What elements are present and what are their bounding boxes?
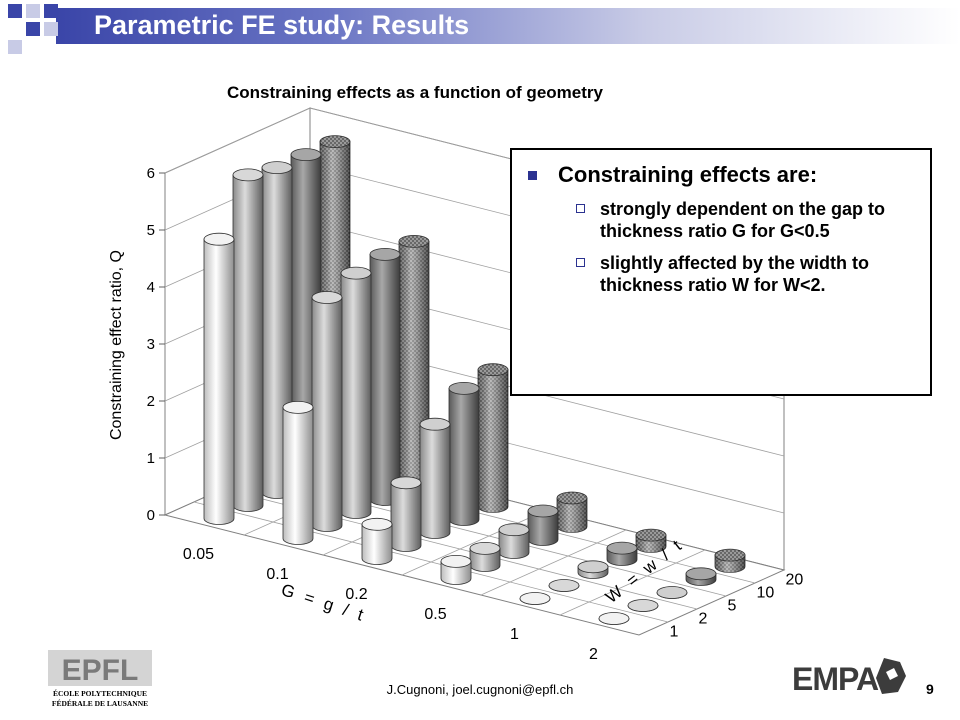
bar-cylinder — [556, 491, 588, 533]
z-tick-label: 6 — [147, 165, 155, 182]
bar-cylinder — [606, 541, 638, 566]
x-tick-label: 0.05 — [183, 546, 214, 563]
bar-cylinder — [311, 291, 343, 532]
bar-cylinder — [635, 528, 667, 553]
callout-item-text: slightly affected by the width to thickn… — [600, 253, 870, 295]
bar-cylinder — [203, 232, 235, 525]
x-tick-label: 0.1 — [266, 566, 288, 583]
square-bullet-icon — [528, 171, 537, 180]
empa-logo: EMPA — [792, 658, 906, 697]
bar-cylinder — [714, 548, 746, 573]
svg-text:FÉDÉRALE DE LAUSANNE: FÉDÉRALE DE LAUSANNE — [52, 698, 148, 708]
x-tick-label: 0.5 — [424, 606, 446, 623]
floor-gridline — [193, 501, 669, 623]
chart-bars — [203, 135, 746, 625]
floor-gridline — [559, 549, 706, 616]
footer-credit: J.Cugnoni, joel.cugnoni@epfl.ch — [386, 682, 574, 697]
decor-square — [44, 4, 58, 18]
callout-box: Constraining effects are: strongly depen… — [510, 148, 932, 396]
bar-cylinder — [448, 381, 480, 526]
floor-gridline — [480, 529, 627, 596]
x-tick-label: 0.2 — [345, 586, 367, 603]
callout-item: slightly affected by the width to thickn… — [528, 252, 916, 296]
bar-cylinder — [577, 560, 609, 579]
y-tick-label: 10 — [757, 585, 775, 602]
z-tick-label: 2 — [147, 393, 155, 410]
bar-cylinder — [390, 476, 422, 552]
bar-cylinder — [340, 266, 372, 519]
page-number: 9 — [926, 681, 934, 697]
bar-cylinder — [548, 579, 580, 592]
y-tick-label: 2 — [699, 611, 708, 628]
bar-cylinder — [519, 592, 551, 605]
callout-item: strongly dependent on the gap to thickne… — [528, 198, 916, 242]
decor-square — [8, 40, 22, 54]
bar-cylinder — [627, 599, 659, 612]
y-tick-label: 5 — [728, 598, 737, 615]
bar-cylinder — [527, 504, 559, 546]
bar-cylinder — [477, 363, 509, 513]
hollow-square-bullet-icon — [576, 258, 585, 267]
decor-square — [26, 22, 40, 36]
bar-cylinder — [469, 542, 501, 572]
bar-cylinder — [498, 523, 530, 559]
epfl-logo: EPFL ÉCOLE POLYTECHNIQUE FÉDÉRALE DE LAU… — [48, 650, 152, 708]
z-tick-label: 3 — [147, 336, 155, 353]
y-tick-label: 1 — [670, 624, 679, 641]
chart-title: Constraining effects as a function of ge… — [227, 83, 603, 102]
bar-cylinder — [369, 247, 401, 506]
bar-cylinder — [419, 417, 451, 539]
z-tick-label: 0 — [147, 507, 155, 524]
x-tick-label: 2 — [589, 646, 598, 663]
svg-text:ÉCOLE POLYTECHNIQUE: ÉCOLE POLYTECHNIQUE — [53, 688, 147, 698]
bar-cylinder — [598, 612, 630, 625]
chart-labels: 0 1 2 3 4 5 6 0.05 0.1 0.2 0.5 1 2 1 2 5 10 20 — [147, 165, 804, 663]
bar-cylinder — [232, 168, 264, 512]
z-tick-label: 5 — [147, 222, 155, 239]
bar-cylinder — [282, 400, 314, 545]
title-bar — [56, 8, 960, 44]
z-axis-label: Constraining effect ratio, Q — [108, 250, 125, 440]
x-tick-label: 1 — [510, 626, 519, 643]
bar-cylinder — [361, 517, 393, 565]
callout-heading: Constraining effects are: — [528, 162, 916, 188]
hollow-square-bullet-icon — [576, 204, 585, 213]
floor-gridline — [401, 509, 548, 576]
z-tick-label: 1 — [147, 450, 155, 467]
svg-text:EMPA: EMPA — [792, 661, 879, 697]
decor-square — [26, 4, 40, 18]
bar-cylinder — [440, 555, 472, 585]
decor-square — [8, 4, 22, 18]
bar-cylinder — [685, 567, 717, 586]
callout-item-text: strongly dependent on the gap to thickne… — [600, 199, 885, 241]
decor-square — [44, 22, 58, 36]
y-tick-label: 20 — [786, 572, 804, 589]
slide-title: Parametric FE study: Results — [94, 10, 470, 40]
callout-heading-text: Constraining effects are: — [558, 162, 818, 187]
bar-cylinder — [656, 586, 688, 599]
z-tick-label: 4 — [147, 279, 155, 296]
svg-text:EPFL: EPFL — [62, 654, 139, 687]
